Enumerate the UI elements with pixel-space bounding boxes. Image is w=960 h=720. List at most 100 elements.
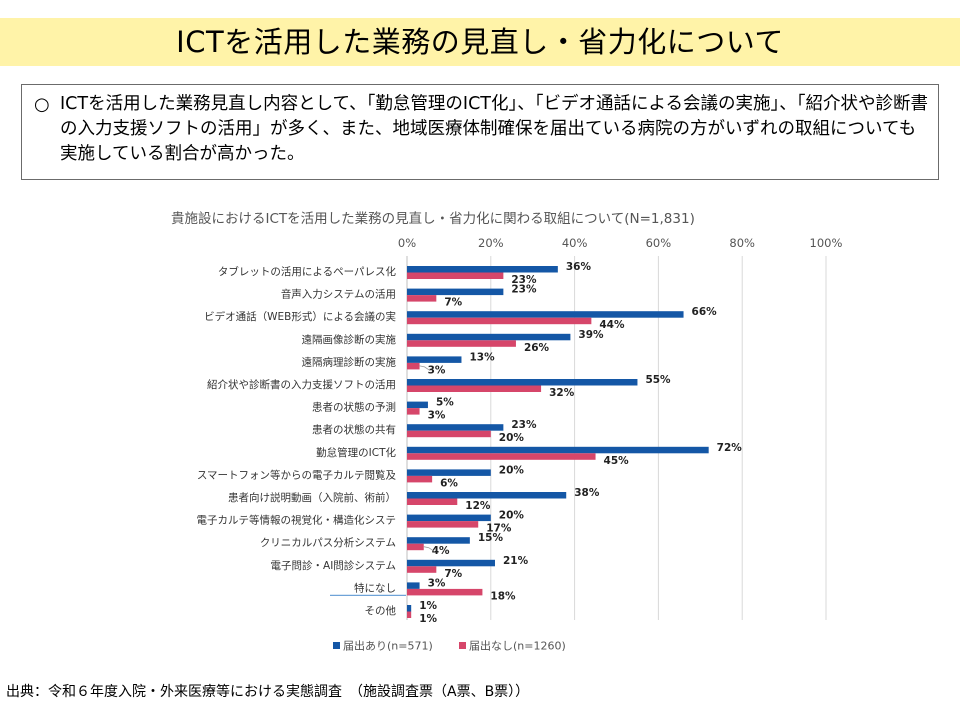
bar-todokede-ari [407, 492, 567, 499]
bar-todokede-ari [407, 401, 428, 409]
bar-todokede-ari [407, 469, 491, 476]
data-label: 23% [511, 419, 537, 431]
bar-todokede-nashi [407, 317, 592, 325]
category-label: 音声入力システムの活用 [281, 288, 396, 301]
data-label: 3% [428, 410, 446, 422]
bar-todokede-ari [407, 446, 709, 454]
data-label: 18% [490, 590, 516, 602]
category-label: ビデオ通話（WEB形式）による会議の実 [204, 310, 396, 323]
data-label: 3% [428, 364, 446, 376]
bar-todokede-nashi [407, 543, 424, 551]
category-label: 患者の状態の予測 [312, 401, 396, 414]
data-label: 36% [566, 261, 592, 273]
bar-todokede-nashi [407, 611, 412, 618]
bar-todokede-nashi [407, 453, 596, 460]
x-tick-label: 40% [562, 236, 588, 250]
bar-todokede-ari [407, 559, 495, 567]
bar-todokede-ari [407, 379, 638, 386]
category-label: クリニカルパス分析システム [260, 536, 396, 549]
data-label: 32% [549, 387, 575, 399]
source-note: 出典：令和６年度入院・外来医療等における実態調査 （施設調査票（A票、B票）） [6, 684, 530, 700]
data-label: 7% [444, 297, 462, 309]
summary-box: ○ ICTを活用した業務見直し内容として、「勤怠管理のICT化」、「ビデオ通話に… [21, 84, 939, 180]
data-label: 12% [465, 500, 491, 512]
category-label: 紹介状や診断書の入力支援ソフトの活用 [207, 378, 396, 391]
category-label: 患者の状態の共有 [312, 423, 396, 436]
chart-title: 貴施設におけるICTを活用した業務の見直し・省力化に関わる取組について(N=1,… [171, 211, 695, 227]
data-label: 20% [499, 464, 525, 476]
summary-bullet: ○ [34, 94, 50, 115]
bar-todokede-ari [407, 605, 412, 612]
bar-todokede-ari [407, 333, 571, 341]
bar-todokede-ari [407, 514, 491, 522]
bar-todokede-nashi [407, 498, 458, 505]
bar-todokede-nashi [407, 362, 420, 370]
data-label: 66% [692, 306, 718, 318]
category-label: 勤怠管理のICT化 [316, 446, 396, 459]
data-label: 38% [574, 487, 600, 499]
bar-todokede-ari [407, 356, 462, 363]
category-label: 特になし [354, 582, 396, 594]
data-label: 17% [486, 523, 512, 535]
data-label: 7% [444, 568, 462, 580]
bar-todokede-nashi [407, 295, 437, 302]
leader-line [419, 365, 431, 372]
x-tick-label: 60% [646, 236, 672, 250]
bar-todokede-nashi [407, 588, 483, 596]
data-label: 13% [469, 351, 495, 363]
category-label: 遠隔病理診断の実施 [302, 355, 397, 368]
bar-todokede-nashi [407, 430, 491, 438]
bar-todokede-nashi [407, 408, 420, 415]
bar-todokede-nashi [407, 566, 437, 573]
x-tick-label: 100% [810, 236, 843, 250]
data-label: 72% [717, 442, 743, 454]
category-label: 患者向け説明動画（入院前、術前） [228, 491, 396, 504]
legend-swatch-ari [333, 642, 340, 649]
data-label: 20% [499, 510, 525, 522]
bar-todokede-ari [407, 288, 504, 296]
category-label: 電子カルテ等情報の視覚化・構造化システ [197, 514, 397, 527]
data-label: 3% [428, 577, 446, 589]
data-label: 23% [511, 274, 537, 286]
legend-label-nashi: 届出なし(n=1260) [469, 639, 566, 653]
data-label: 55% [645, 374, 671, 386]
x-tick-label: 0% [398, 236, 416, 250]
data-label: 1% [419, 600, 437, 612]
data-label: 45% [604, 455, 630, 467]
legend-swatch-nashi [459, 642, 466, 649]
summary-text: ICTを活用した業務見直し内容として、「勤怠管理のICT化」、「ビデオ通話による… [60, 94, 928, 164]
title-band: ICTを活用した業務の見直し・省力化について [0, 18, 960, 66]
page-title: ICTを活用した業務の見直し・省力化について [176, 25, 784, 59]
legend-label-ari: 届出あり(n=571) [343, 639, 433, 653]
data-label: 6% [440, 477, 458, 489]
data-label: 15% [478, 532, 504, 544]
leader-line [423, 546, 435, 553]
category-label: 電子問診・AI問診システム [271, 559, 396, 572]
data-label: 5% [436, 397, 454, 409]
bar-todokede-ari [407, 266, 558, 273]
bar-todokede-nashi [407, 385, 542, 392]
data-label: 1% [419, 613, 437, 625]
category-label: スマートフォン等からの電子カルテ閲覧及 [197, 468, 397, 481]
bar-todokede-nashi [407, 272, 504, 279]
category-label: 遠隔画像診断の実施 [302, 333, 397, 346]
bar-todokede-ari [407, 424, 504, 431]
data-label: 44% [599, 319, 625, 331]
data-label: 26% [524, 342, 550, 354]
bar-todokede-ari [407, 537, 470, 544]
data-label: 21% [503, 555, 529, 567]
bar-todokede-nashi [407, 475, 433, 483]
bar-todokede-ari [407, 582, 420, 589]
data-label: 20% [499, 432, 525, 444]
bar-todokede-nashi [407, 340, 516, 347]
category-label: その他 [365, 604, 397, 617]
x-tick-label: 80% [729, 236, 755, 250]
bar-todokede-nashi [407, 521, 479, 528]
category-label: タブレットの活用によるペーパレス化 [218, 265, 397, 278]
x-tick-label: 20% [478, 236, 504, 250]
data-label: 39% [578, 329, 604, 341]
data-label: 23% [511, 284, 537, 296]
bar-todokede-ari [407, 311, 684, 318]
data-label: 4% [432, 545, 450, 557]
